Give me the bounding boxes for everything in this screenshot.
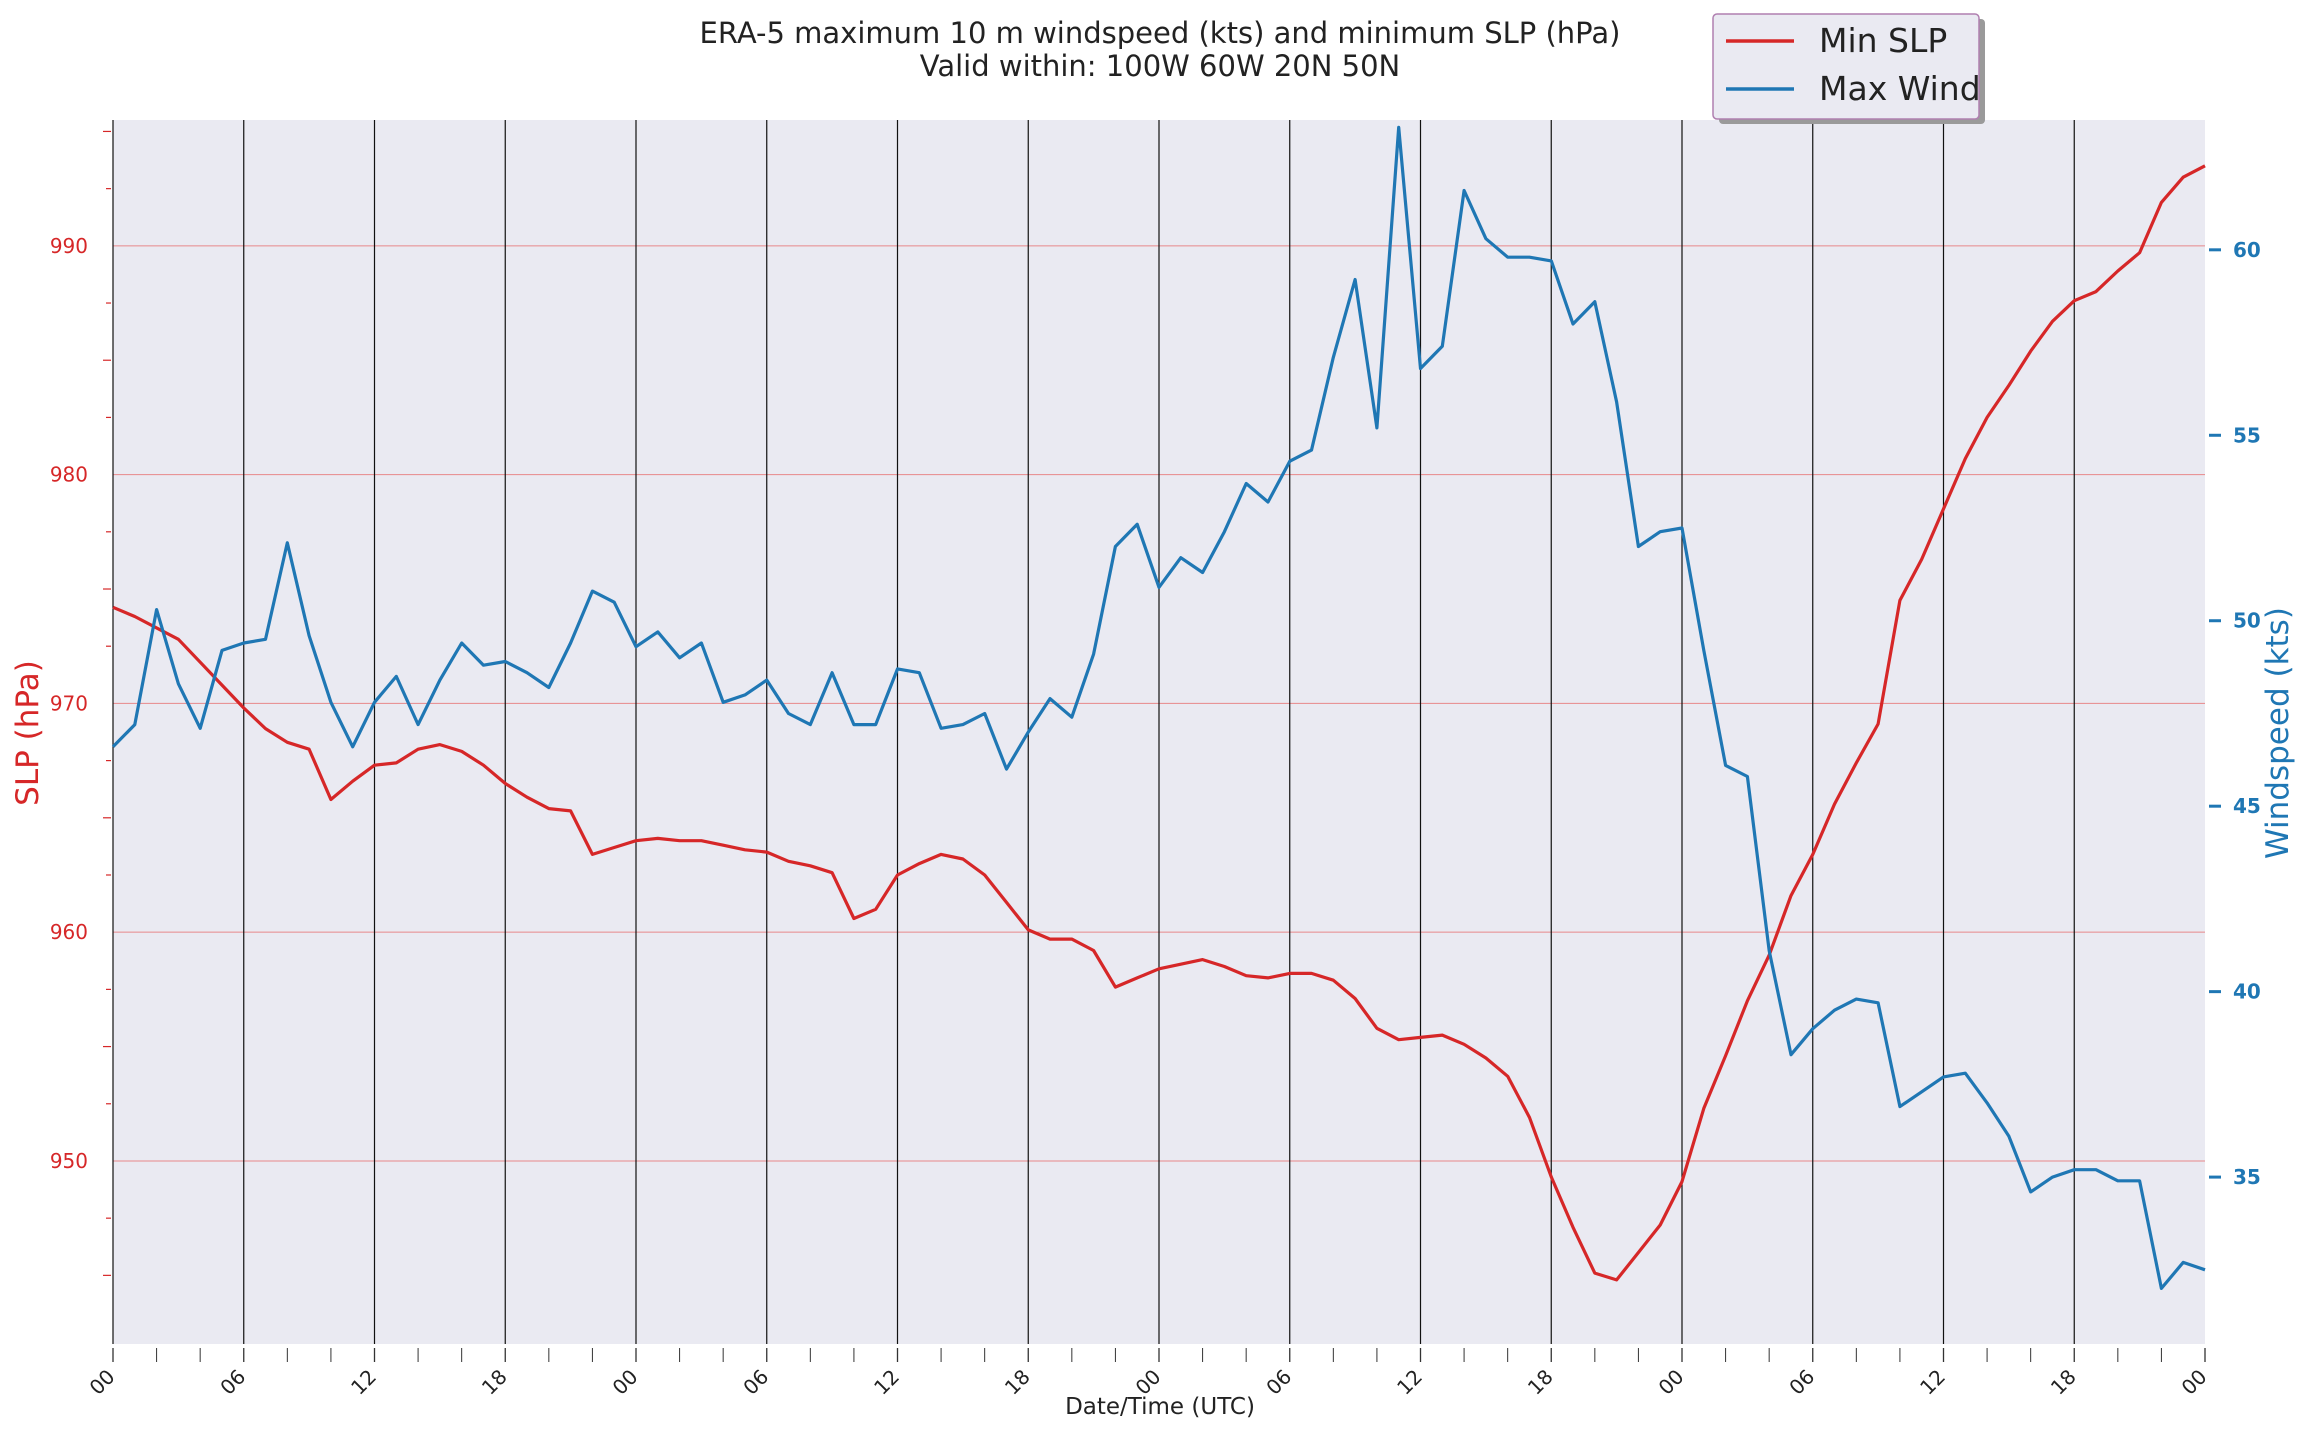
x-tick-label-14: 12	[1915, 1365, 1950, 1400]
legend: Min SLP Max Wind	[1712, 13, 1985, 124]
chart-subtitle: Valid within: 100W 60W 20N 50N	[920, 49, 1401, 83]
y-axis-right: 35 40 45 50 55 60	[2209, 238, 2261, 1189]
y-axis-left-label: SLP (hPa)	[10, 660, 46, 806]
y-right-tick-label-45: 45	[2233, 794, 2261, 818]
x-tick-label-2: 12	[346, 1365, 381, 1400]
y-axis-left: 950 960 970 980 990	[50, 130, 111, 1276]
series-line-max-wind	[111, 125, 2206, 1291]
y-left-tick-label-970: 970	[50, 691, 88, 715]
x-tick-label-10: 12	[1392, 1365, 1427, 1400]
x-tick-label-1: 06	[215, 1365, 250, 1400]
y-axis-right-label: Windspeed (kts)	[2260, 607, 2296, 859]
chart-title: ERA-5 maximum 10 m windspeed (kts) and m…	[700, 16, 1621, 50]
y-right-tick-label-55: 55	[2233, 423, 2261, 447]
x-tick-label-7: 18	[1000, 1365, 1035, 1400]
x-tick-label-0: 00	[85, 1365, 120, 1400]
vertical-gridlines	[112, 120, 2075, 1344]
x-tick-label-4: 00	[608, 1365, 643, 1400]
y-left-tick-label-980: 980	[50, 463, 88, 487]
x-tick-label-3: 18	[477, 1365, 512, 1400]
y-right-tick-label-40: 40	[2233, 980, 2261, 1004]
x-tick-label-15: 18	[2046, 1365, 2081, 1400]
legend-label-wind: Max Wind	[1819, 69, 1981, 108]
series-line-min-slp	[112, 164, 2206, 1282]
x-tick-label-13: 06	[1784, 1365, 1819, 1400]
x-axis-label: Date/Time (UTC)	[1065, 1394, 1255, 1420]
x-tick-label-16: 00	[2177, 1365, 2212, 1400]
x-tick-label-5: 06	[738, 1365, 773, 1400]
x-tick-label-6: 12	[869, 1365, 904, 1400]
y-left-tick-label-960: 960	[50, 920, 88, 944]
y-left-tick-label-990: 990	[50, 234, 88, 258]
series-layer	[111, 125, 2206, 1291]
y-left-tick-label-950: 950	[50, 1149, 88, 1173]
x-tick-label-9: 06	[1261, 1365, 1296, 1400]
x-tick-label-11: 18	[1523, 1365, 1558, 1400]
y-right-tick-label-60: 60	[2233, 238, 2261, 262]
x-tick-label-12: 00	[1654, 1365, 1689, 1400]
x-axis: 00 06 12 18 00 06 12 18 00 06 12 18 00 06 12 18 00	[85, 1348, 2212, 1400]
y-right-tick-label-35: 35	[2233, 1165, 2261, 1189]
y-right-tick-label-50: 50	[2233, 609, 2261, 633]
legend-label-slp: Min SLP	[1819, 21, 1947, 60]
